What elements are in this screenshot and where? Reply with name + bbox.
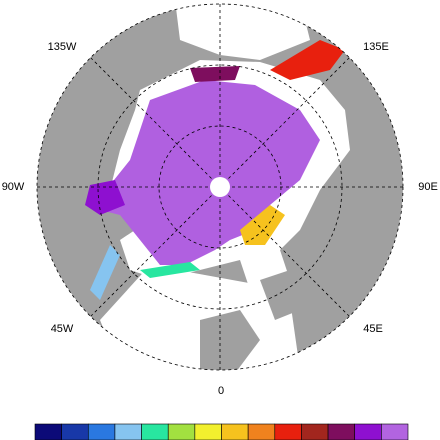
map-body: [37, 4, 403, 370]
colorbar-box: [301, 423, 329, 440]
ice-edge: [270, 40, 345, 80]
colorbar-box: [194, 423, 222, 440]
meridian: [89, 56, 221, 188]
lon-label: 90W: [2, 181, 25, 193]
colorbar-box: [354, 423, 382, 440]
colorbar-box: [87, 423, 116, 440]
colorbar-box: [61, 423, 89, 440]
lon-label: 45E: [363, 323, 383, 335]
parallel: [97, 64, 343, 310]
ice-edge: [140, 262, 200, 278]
meridian: [219, 56, 351, 188]
ice-edge: [90, 245, 120, 300]
colorbar-box: [167, 423, 196, 440]
greenland-europe: [200, 310, 260, 370]
colorbar-box: [34, 423, 62, 440]
meridian: [219, 186, 351, 318]
lon-label: 90E: [418, 181, 438, 193]
colorbar-box: [141, 423, 169, 440]
lon-label: 135W: [48, 41, 77, 53]
colorbar-box: [221, 423, 249, 440]
colorbar-box: [327, 423, 356, 440]
colorbar-box: [381, 423, 409, 440]
sea-ice-bay: [85, 180, 125, 215]
colorbar-box: [114, 423, 142, 440]
map-border: [36, 3, 404, 371]
ice-edge: [240, 205, 285, 245]
lon-label: 135E: [363, 41, 389, 53]
colorbar-box: [274, 423, 302, 440]
lon-label: 45W: [51, 323, 74, 335]
meridian: [89, 186, 221, 318]
ice-edge: [190, 66, 240, 82]
scandinavia: [260, 270, 300, 320]
parallel: [158, 125, 282, 249]
colorbar-box: [247, 423, 276, 440]
lon-label: 0: [218, 385, 224, 397]
pole-hole: [210, 177, 230, 197]
colorbar: [34, 423, 409, 440]
pacific: [175, 4, 310, 60]
